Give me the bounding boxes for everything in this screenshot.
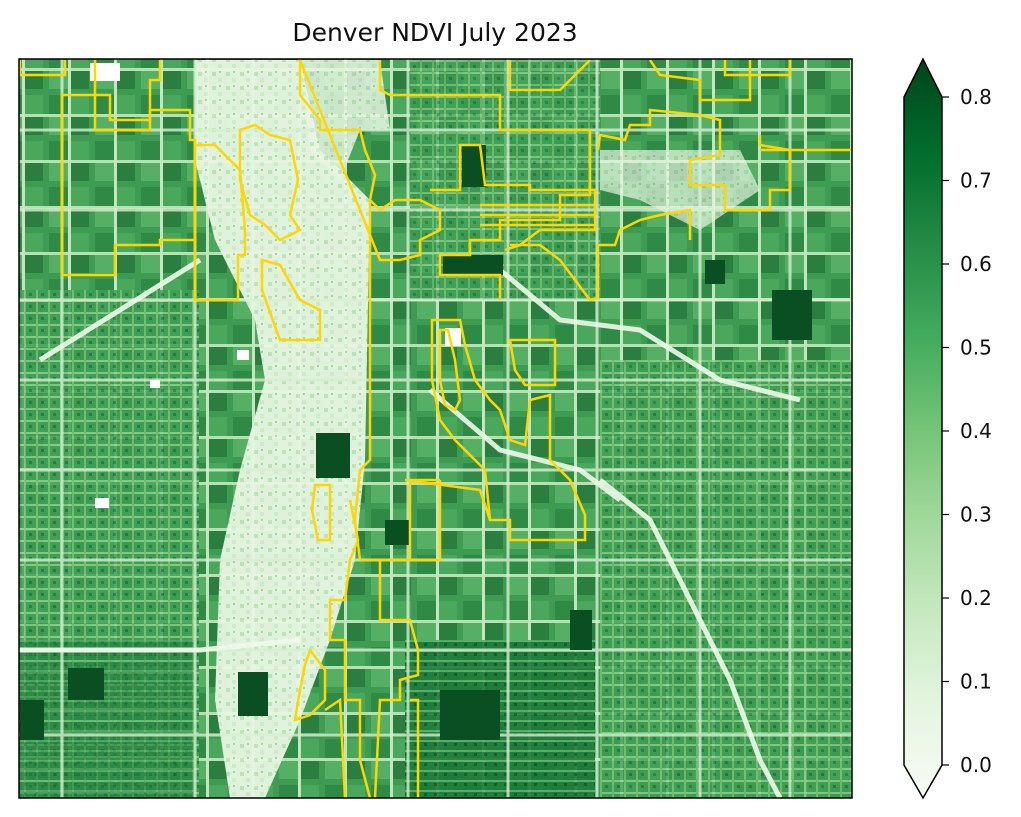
colorbar: 0.0 0.1 0.2 0.3 0.4 0.5 0.6 0.7 0.8 bbox=[903, 57, 992, 800]
urban-district bbox=[300, 60, 390, 180]
colorbar-tick-label: 0.7 bbox=[960, 169, 992, 193]
colorbar-tick-label: 0.0 bbox=[960, 753, 992, 777]
colorbar-tick-label: 0.6 bbox=[960, 252, 992, 276]
colorbar-tick-label: 0.2 bbox=[960, 586, 992, 610]
colorbar-tick-label: 0.1 bbox=[960, 670, 992, 694]
colorbar-ticks: 0.0 0.1 0.2 0.3 0.4 0.5 0.6 0.7 0.8 bbox=[942, 85, 992, 777]
neighborhood-boundaries bbox=[19, 59, 852, 798]
parks bbox=[20, 145, 812, 740]
colorbar-tick-label: 0.3 bbox=[960, 503, 992, 527]
map-title: Denver NDVI July 2023 bbox=[292, 18, 577, 47]
ndvi-map bbox=[19, 59, 852, 798]
colorbar-tick-label: 0.5 bbox=[960, 336, 992, 360]
residential-area bbox=[410, 60, 600, 300]
residential-area bbox=[600, 360, 852, 798]
colorbar-tick-label: 0.4 bbox=[960, 419, 992, 443]
bright-spots bbox=[90, 63, 461, 508]
corridors bbox=[19, 257, 801, 798]
dense-vegetation bbox=[19, 640, 194, 798]
colorbar-gradient bbox=[903, 57, 943, 800]
map-frame bbox=[18, 58, 853, 799]
colorbar-tick-label: 0.8 bbox=[960, 85, 992, 109]
urban-core bbox=[195, 60, 370, 798]
